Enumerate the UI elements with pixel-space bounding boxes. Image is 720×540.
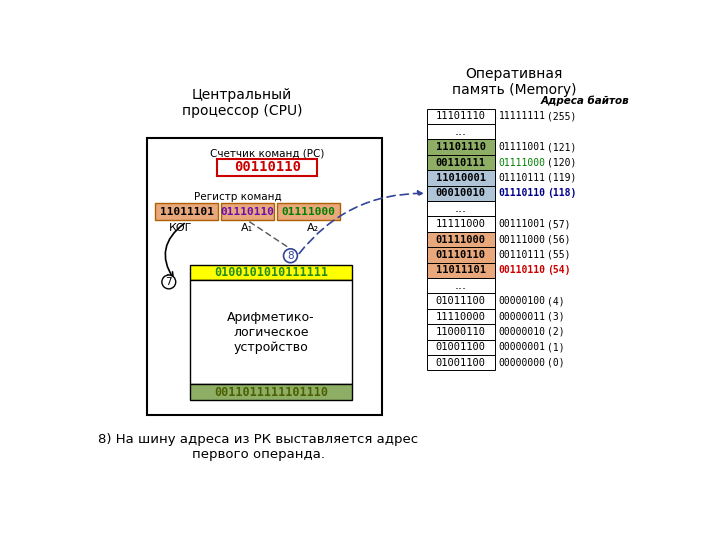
Text: 00110111: 00110111 (436, 158, 485, 167)
Bar (276, 204, 340, 220)
Bar (427, 124, 495, 139)
Bar (427, 186, 495, 201)
Text: 00000010: 00000010 (498, 327, 545, 337)
Bar (427, 278, 495, 294)
Text: 00000000: 00000000 (498, 358, 545, 368)
Bar (155, 204, 218, 220)
Text: 01001100: 01001100 (436, 358, 485, 368)
Bar (148, 138, 382, 415)
Bar (190, 265, 352, 280)
Text: 00110110: 00110110 (498, 265, 545, 275)
Text: 11101110: 11101110 (436, 142, 485, 152)
Bar (427, 139, 495, 155)
Bar (190, 280, 352, 384)
Text: (0): (0) (547, 358, 564, 368)
Text: (55): (55) (547, 250, 570, 260)
Text: 00110110: 00110110 (234, 160, 301, 174)
Bar (427, 293, 495, 309)
Text: А₁: А₁ (241, 223, 253, 233)
Text: Оперативная
память (Memory): Оперативная память (Memory) (451, 66, 576, 97)
Text: 01110110: 01110110 (436, 250, 485, 260)
Text: 8) На шину адреса из РК выставляется адрес
первого операнда.: 8) На шину адреса из РК выставляется адр… (98, 434, 418, 462)
Bar (427, 170, 495, 186)
Text: 00000001: 00000001 (498, 342, 545, 353)
Text: 0100101010111111: 0100101010111111 (215, 266, 328, 279)
Text: 11111111: 11111111 (498, 111, 545, 122)
Text: 01110111: 01110111 (498, 173, 545, 183)
Text: КОГ: КОГ (168, 223, 192, 233)
Bar (427, 232, 495, 247)
Bar (427, 201, 495, 217)
Text: 7: 7 (166, 277, 172, 287)
FancyArrowPatch shape (299, 191, 422, 254)
Bar (427, 340, 495, 355)
Text: 11110000: 11110000 (436, 312, 485, 322)
Text: 00110111: 00110111 (498, 250, 545, 260)
Text: 00111000: 00111000 (498, 234, 545, 245)
Text: 00000011: 00000011 (498, 312, 545, 322)
Circle shape (162, 275, 176, 289)
Text: (56): (56) (547, 234, 570, 245)
Text: ...: ... (454, 202, 467, 215)
Text: (4): (4) (547, 296, 564, 306)
Text: (54): (54) (547, 265, 570, 275)
Text: 01111000: 01111000 (282, 207, 336, 217)
Text: 11101110: 11101110 (436, 111, 485, 122)
Circle shape (284, 249, 297, 262)
Text: 11011101: 11011101 (436, 265, 485, 275)
Text: А₂: А₂ (307, 223, 319, 233)
Text: Арифметико-
логическое
устройство: Арифметико- логическое устройство (228, 311, 315, 354)
Text: Центральный
процессор (CPU): Центральный процессор (CPU) (181, 88, 302, 118)
Bar (221, 204, 274, 220)
Text: Счетчик команд (PC): Счетчик команд (PC) (210, 148, 325, 158)
Text: 0011011111101110: 0011011111101110 (215, 386, 328, 399)
Text: (57): (57) (547, 219, 570, 229)
Text: (119): (119) (547, 173, 576, 183)
Bar (190, 384, 352, 400)
Bar (427, 355, 495, 370)
Text: ...: ... (454, 279, 467, 292)
Bar (427, 309, 495, 325)
Text: (121): (121) (547, 142, 576, 152)
Text: 01011100: 01011100 (436, 296, 485, 306)
Bar (427, 262, 495, 278)
Text: (255): (255) (547, 111, 576, 122)
Text: 00000100: 00000100 (498, 296, 545, 306)
Bar (427, 217, 495, 232)
Bar (427, 109, 495, 124)
Text: 11000110: 11000110 (436, 327, 485, 337)
Text: 01110110: 01110110 (498, 188, 545, 198)
Bar (427, 155, 495, 170)
Text: 01110110: 01110110 (220, 207, 274, 217)
Text: (2): (2) (547, 327, 564, 337)
Text: 8: 8 (287, 251, 294, 261)
Text: (3): (3) (547, 312, 564, 322)
Text: ...: ... (454, 125, 467, 138)
Text: 11011101: 11011101 (160, 207, 214, 217)
Text: Адреса байтов: Адреса байтов (540, 96, 629, 106)
Text: 01111000: 01111000 (436, 234, 485, 245)
Bar (427, 247, 495, 262)
Text: 11111000: 11111000 (436, 219, 485, 229)
Text: 00010010: 00010010 (436, 188, 485, 198)
Text: 11010001: 11010001 (436, 173, 485, 183)
Text: 01111000: 01111000 (498, 158, 545, 167)
Text: 00111001: 00111001 (498, 219, 545, 229)
Bar (427, 325, 495, 340)
Text: (118): (118) (547, 188, 576, 198)
Text: Регистр команд: Регистр команд (194, 192, 282, 202)
Text: 01001100: 01001100 (436, 342, 485, 353)
Bar (217, 159, 318, 176)
Text: (1): (1) (547, 342, 564, 353)
Text: (120): (120) (547, 158, 576, 167)
Text: 01111001: 01111001 (498, 142, 545, 152)
